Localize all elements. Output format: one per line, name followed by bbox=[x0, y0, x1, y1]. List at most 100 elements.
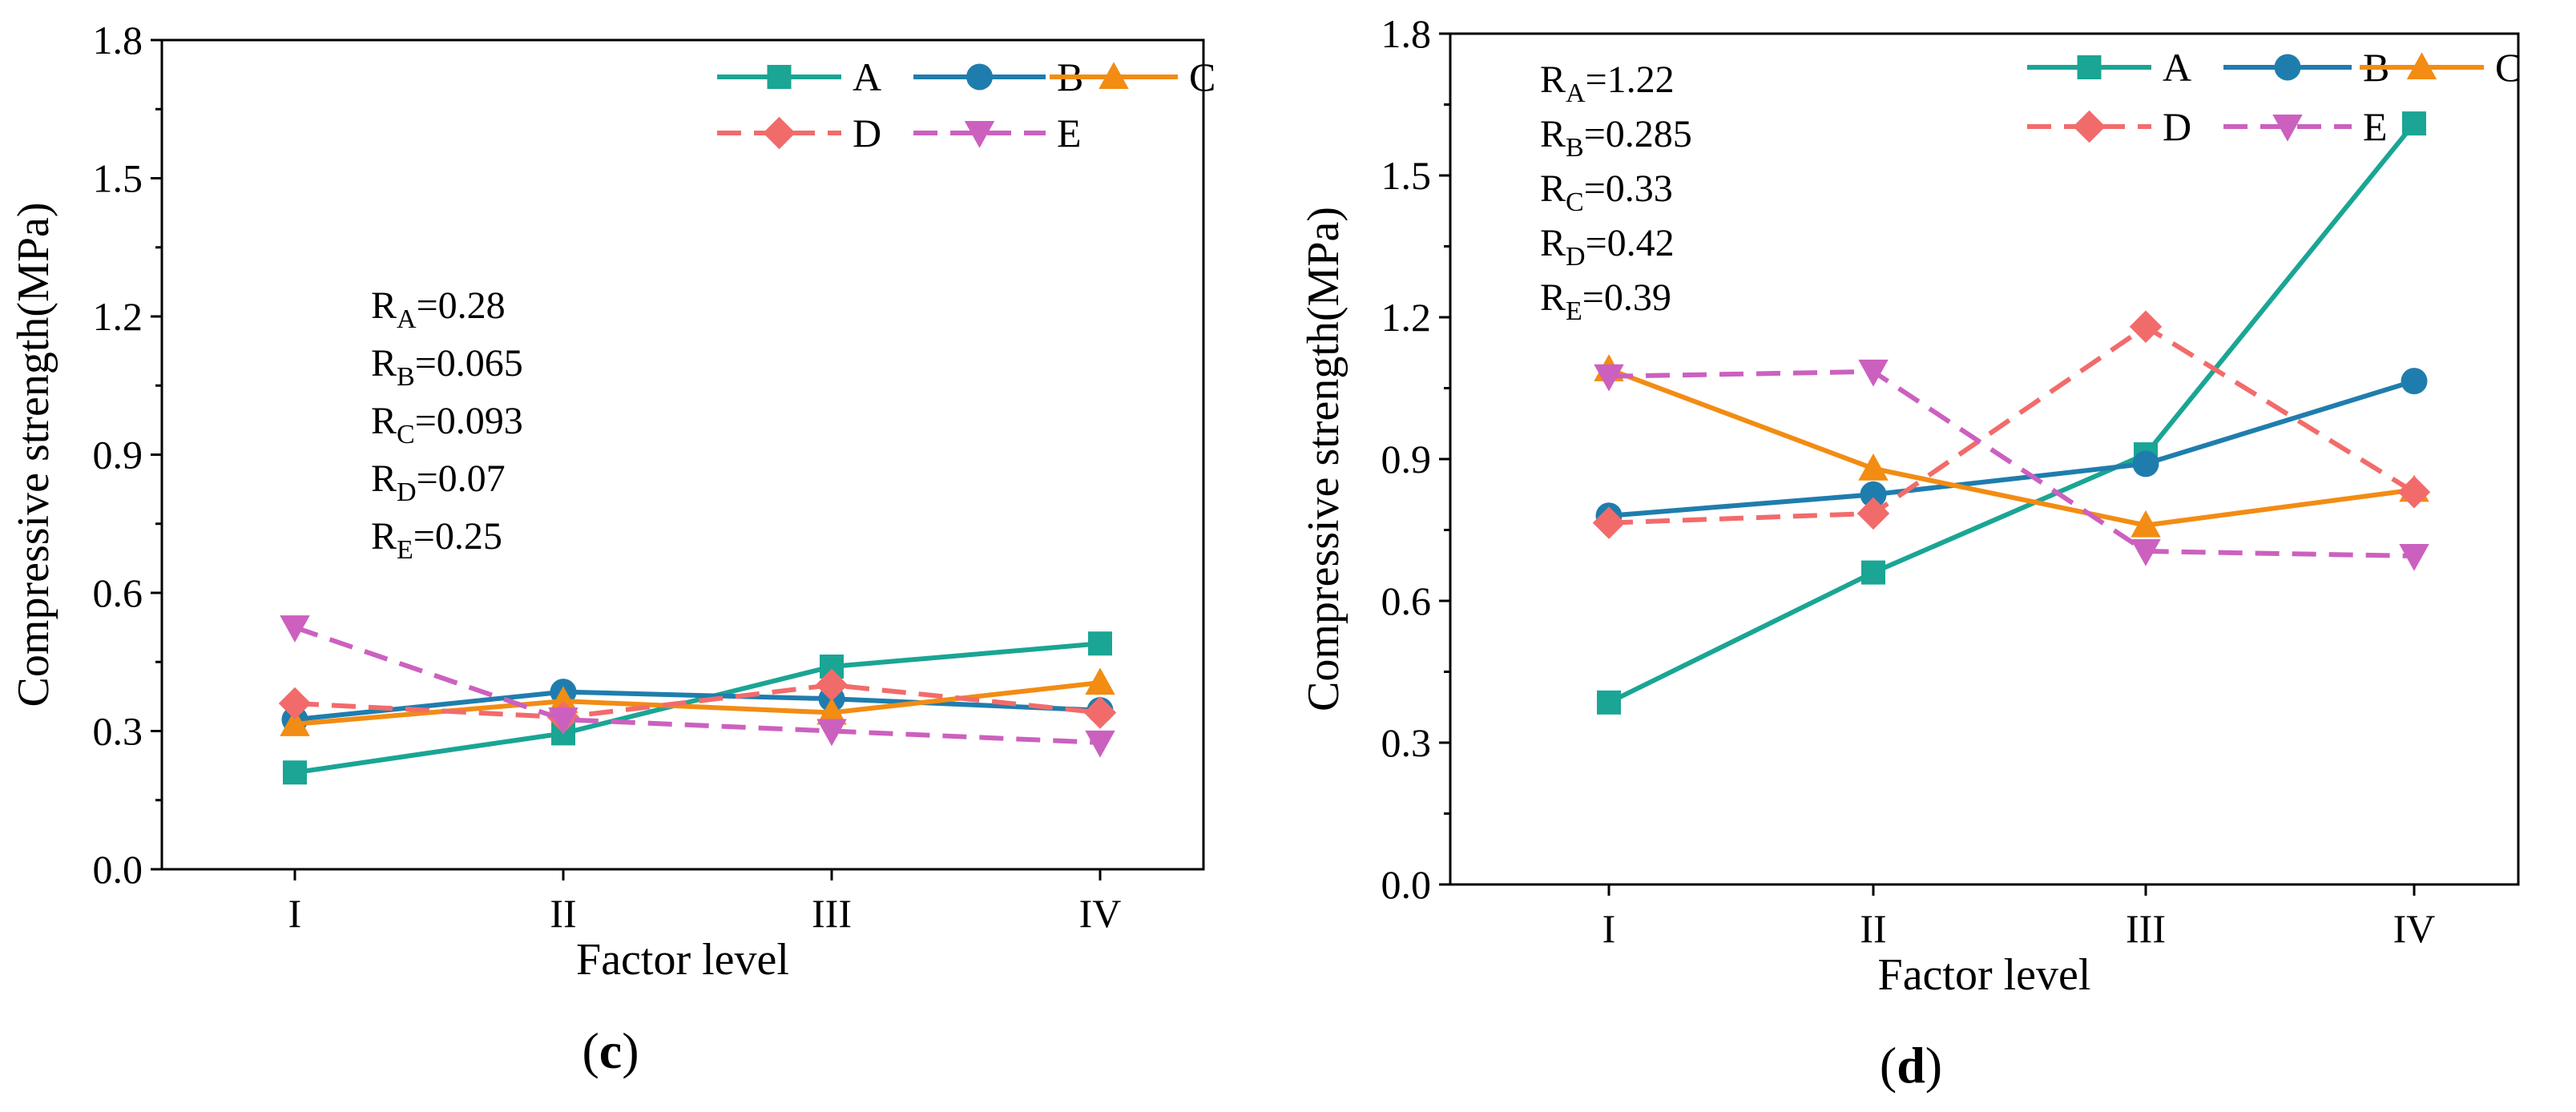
legend-entry-A: A bbox=[717, 54, 881, 99]
legend: A B CD E bbox=[717, 54, 1215, 155]
data-point-A-I bbox=[283, 760, 307, 785]
legend-entry-E: E bbox=[2223, 104, 2388, 149]
x-axis-title: Factor level bbox=[1878, 950, 2091, 1000]
x-tick-label: I bbox=[288, 891, 302, 936]
legend-label: C bbox=[2495, 45, 2522, 90]
y-axis-title: Compressive strength(MPa) bbox=[1299, 207, 1348, 711]
panel-label: (c) bbox=[582, 1022, 639, 1079]
panel-label: (d) bbox=[1880, 1037, 1942, 1094]
plot-frame bbox=[1449, 32, 2520, 886]
legend-marker-E bbox=[964, 121, 995, 148]
legend-marker-B bbox=[966, 63, 993, 91]
legend-label: A bbox=[2163, 45, 2191, 90]
x-tick-label: IV bbox=[2393, 906, 2436, 951]
data-point-D-IV bbox=[1083, 696, 1117, 729]
series-E bbox=[1594, 359, 2429, 571]
y-tick-label: 1.5 bbox=[93, 156, 143, 201]
legend-marker-A bbox=[2077, 55, 2102, 79]
series-line-C bbox=[1607, 367, 2415, 528]
y-tick-label: 1.8 bbox=[93, 18, 143, 62]
x-tick-label: I bbox=[1602, 906, 1616, 951]
series-C bbox=[1594, 354, 2429, 538]
range-annotation-D: RD=0.42 bbox=[1540, 222, 1675, 272]
series-line-E bbox=[1608, 369, 2415, 558]
legend-entry-E: E bbox=[913, 111, 1082, 155]
data-point-D-II bbox=[1856, 497, 1890, 530]
y-tick-label: 0.9 bbox=[1381, 437, 1432, 481]
series-line-E bbox=[294, 625, 1101, 745]
y-tick-label: 0.6 bbox=[93, 570, 143, 615]
data-point-E-III bbox=[2131, 539, 2161, 566]
legend-label: D bbox=[2163, 104, 2191, 149]
data-point-D-III bbox=[815, 668, 849, 702]
series-E bbox=[280, 615, 1115, 758]
data-point-A-IV bbox=[1088, 631, 1112, 656]
legend: A B CD E bbox=[2027, 45, 2522, 149]
series-line-B bbox=[1608, 378, 2415, 518]
data-point-A-I bbox=[1597, 690, 1621, 715]
legend-marker-A bbox=[767, 65, 792, 89]
data-point-D-I bbox=[1592, 506, 1626, 539]
x-tick-label: II bbox=[550, 891, 576, 936]
data-point-D-I bbox=[278, 687, 312, 720]
legend-marker-E bbox=[2272, 115, 2303, 142]
series-line-D bbox=[1608, 324, 2416, 526]
data-point-B-II bbox=[1860, 481, 1887, 508]
legend-marker-C bbox=[1099, 62, 1129, 89]
data-point-E-I bbox=[280, 615, 310, 643]
data-point-E-IV bbox=[1085, 730, 1115, 758]
data-point-A-II bbox=[1861, 560, 1885, 585]
data-point-C-IV bbox=[1085, 667, 1115, 695]
data-point-E-I bbox=[1594, 364, 1624, 392]
legend-entry-D: D bbox=[717, 111, 881, 155]
y-tick-label: 1.2 bbox=[93, 294, 143, 339]
range-annotation-E: RE=0.25 bbox=[371, 515, 502, 565]
range-annotation-C: RC=0.093 bbox=[371, 400, 523, 449]
data-point-E-IV bbox=[2399, 543, 2429, 571]
legend-entry-D: D bbox=[2027, 104, 2191, 149]
range-annotations: RA=0.28 RB=0.065 RC=0.093 RD=0.07 RE=0.25 bbox=[371, 284, 523, 565]
legend-label: E bbox=[2363, 104, 2388, 149]
series-D bbox=[1592, 310, 2431, 539]
y-tick-label: 0.0 bbox=[93, 847, 143, 892]
y-tick-label: 0.0 bbox=[1381, 862, 1432, 907]
y-tick-label: 0.3 bbox=[93, 709, 143, 754]
legend-label: C bbox=[1189, 54, 1215, 99]
y-tick-label: 1.5 bbox=[1381, 153, 1432, 198]
y-tick-label: 0.9 bbox=[93, 433, 143, 477]
x-tick-label: III bbox=[812, 891, 852, 936]
y-tick-label: 1.8 bbox=[1381, 11, 1432, 56]
plot-frame bbox=[160, 38, 1205, 871]
y-tick-label: 0.3 bbox=[1381, 720, 1432, 765]
range-annotation-B: RB=0.065 bbox=[371, 342, 523, 392]
range-annotation-B: RB=0.285 bbox=[1540, 113, 1692, 163]
y-tick-label: 1.2 bbox=[1381, 295, 1432, 340]
data-point-A-IV bbox=[2402, 111, 2426, 136]
x-tick-label: II bbox=[1860, 906, 1886, 951]
data-point-C-III bbox=[2131, 510, 2161, 538]
legend-entry-C: C bbox=[2360, 45, 2522, 90]
data-point-C-III bbox=[816, 697, 847, 725]
legend-entry-C: C bbox=[1050, 54, 1215, 99]
legend-marker-B bbox=[2274, 54, 2301, 81]
series-A bbox=[283, 631, 1112, 785]
data-point-D-III bbox=[2129, 310, 2163, 344]
data-point-D-IV bbox=[2397, 476, 2431, 509]
data-point-C-II bbox=[1858, 453, 1889, 481]
data-point-B-III bbox=[2132, 450, 2159, 477]
range-annotation-A: RA=0.28 bbox=[371, 284, 506, 334]
range-annotation-C: RC=0.33 bbox=[1540, 167, 1673, 217]
range-annotation-D: RD=0.07 bbox=[371, 457, 506, 507]
x-axis-title: Factor level bbox=[576, 935, 789, 985]
series-line-D bbox=[294, 683, 1101, 720]
y-axis-title: Compressive strength(MPa) bbox=[9, 203, 58, 707]
legend-marker-C bbox=[2406, 52, 2437, 79]
legend-marker-D bbox=[2073, 110, 2106, 143]
series-line-A bbox=[1607, 122, 2417, 705]
x-tick-label: III bbox=[2126, 906, 2166, 951]
data-point-B-IV bbox=[2401, 368, 2428, 395]
